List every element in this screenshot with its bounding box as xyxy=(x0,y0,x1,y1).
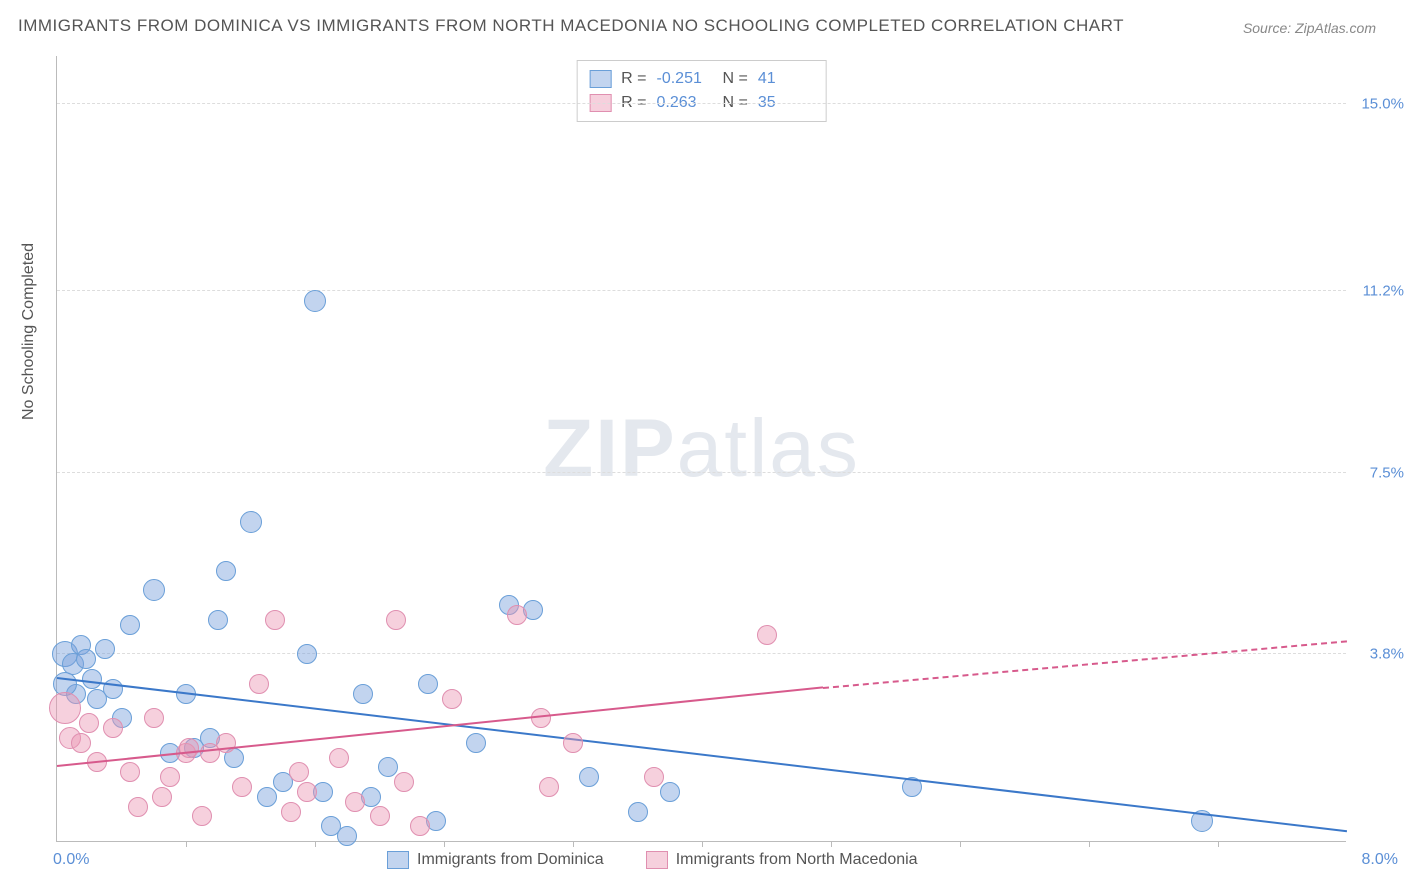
y-tick-label: 7.5% xyxy=(1354,464,1404,481)
data-point xyxy=(82,669,102,689)
data-point xyxy=(507,605,527,625)
data-point xyxy=(579,767,599,787)
watermark-zip: ZIP xyxy=(543,403,677,494)
data-point xyxy=(103,718,123,738)
data-point xyxy=(249,674,269,694)
source-label: Source: ZipAtlas.com xyxy=(1243,20,1376,36)
data-point xyxy=(466,733,486,753)
watermark: ZIPatlas xyxy=(543,402,860,496)
data-point xyxy=(128,797,148,817)
data-point xyxy=(281,802,301,822)
data-point xyxy=(418,674,438,694)
x-tick xyxy=(444,841,445,847)
data-point xyxy=(71,733,91,753)
legend-r-label: R = xyxy=(621,67,646,91)
y-axis-label: No Schooling Completed xyxy=(20,243,38,420)
x-tick xyxy=(315,841,316,847)
data-point xyxy=(192,806,212,826)
data-point xyxy=(49,692,81,724)
x-tick xyxy=(960,841,961,847)
legend-r-value: -0.251 xyxy=(657,67,713,91)
legend-n-label: N = xyxy=(723,67,748,91)
data-point xyxy=(757,625,777,645)
data-point xyxy=(628,802,648,822)
data-point xyxy=(120,762,140,782)
trendline xyxy=(823,640,1347,689)
data-point xyxy=(289,762,309,782)
series-name: Immigrants from Dominica xyxy=(417,851,604,869)
y-tick-label: 15.0% xyxy=(1354,96,1404,113)
data-point xyxy=(378,757,398,777)
series-legend-item: Immigrants from North Macedonia xyxy=(646,851,918,869)
series-legend: Immigrants from Dominica Immigrants from … xyxy=(387,851,918,869)
y-tick-label: 3.8% xyxy=(1354,646,1404,663)
data-point xyxy=(304,290,326,312)
gridline xyxy=(57,290,1346,291)
series-legend-item: Immigrants from Dominica xyxy=(387,851,604,869)
data-point xyxy=(337,826,357,846)
data-point xyxy=(644,767,664,787)
gridline xyxy=(57,653,1346,654)
data-point xyxy=(240,511,262,533)
data-point xyxy=(216,561,236,581)
data-point xyxy=(76,649,96,669)
x-tick xyxy=(1089,841,1090,847)
legend-swatch xyxy=(646,851,668,869)
data-point xyxy=(120,615,140,635)
data-point xyxy=(442,689,462,709)
data-point xyxy=(297,782,317,802)
chart-title: IMMIGRANTS FROM DOMINICA VS IMMIGRANTS F… xyxy=(18,16,1124,36)
data-point xyxy=(410,816,430,836)
y-tick-label: 11.2% xyxy=(1354,282,1404,299)
data-point xyxy=(531,708,551,728)
x-axis-max-label: 8.0% xyxy=(1362,851,1398,869)
data-point xyxy=(152,787,172,807)
data-point xyxy=(179,738,199,758)
correlation-legend: R =-0.251N =41R =0.263N =35 xyxy=(576,60,827,122)
x-tick xyxy=(1218,841,1219,847)
legend-n-value: 41 xyxy=(758,67,814,91)
data-point xyxy=(539,777,559,797)
data-point xyxy=(394,772,414,792)
data-point xyxy=(95,639,115,659)
data-point xyxy=(143,579,165,601)
x-tick xyxy=(702,841,703,847)
data-point xyxy=(103,679,123,699)
data-point xyxy=(297,644,317,664)
data-point xyxy=(660,782,680,802)
gridline xyxy=(57,103,1346,104)
watermark-atlas: atlas xyxy=(677,403,860,494)
data-point xyxy=(370,806,390,826)
data-point xyxy=(208,610,228,630)
gridline xyxy=(57,472,1346,473)
data-point xyxy=(144,708,164,728)
data-point xyxy=(265,610,285,630)
x-tick xyxy=(831,841,832,847)
data-point xyxy=(345,792,365,812)
data-point xyxy=(563,733,583,753)
legend-swatch xyxy=(387,851,409,869)
chart-plot-area: ZIPatlas R =-0.251N =41R =0.263N =35 0.0… xyxy=(56,56,1346,842)
data-point xyxy=(386,610,406,630)
legend-swatch xyxy=(589,70,611,88)
x-tick xyxy=(186,841,187,847)
legend-row: R = -0.251 N = 41 xyxy=(589,67,814,91)
x-axis-min-label: 0.0% xyxy=(53,851,89,869)
data-point xyxy=(160,767,180,787)
series-name: Immigrants from North Macedonia xyxy=(676,851,918,869)
data-point xyxy=(257,787,277,807)
data-point xyxy=(353,684,373,704)
data-point xyxy=(232,777,252,797)
data-point xyxy=(79,713,99,733)
data-point xyxy=(329,748,349,768)
x-tick xyxy=(573,841,574,847)
